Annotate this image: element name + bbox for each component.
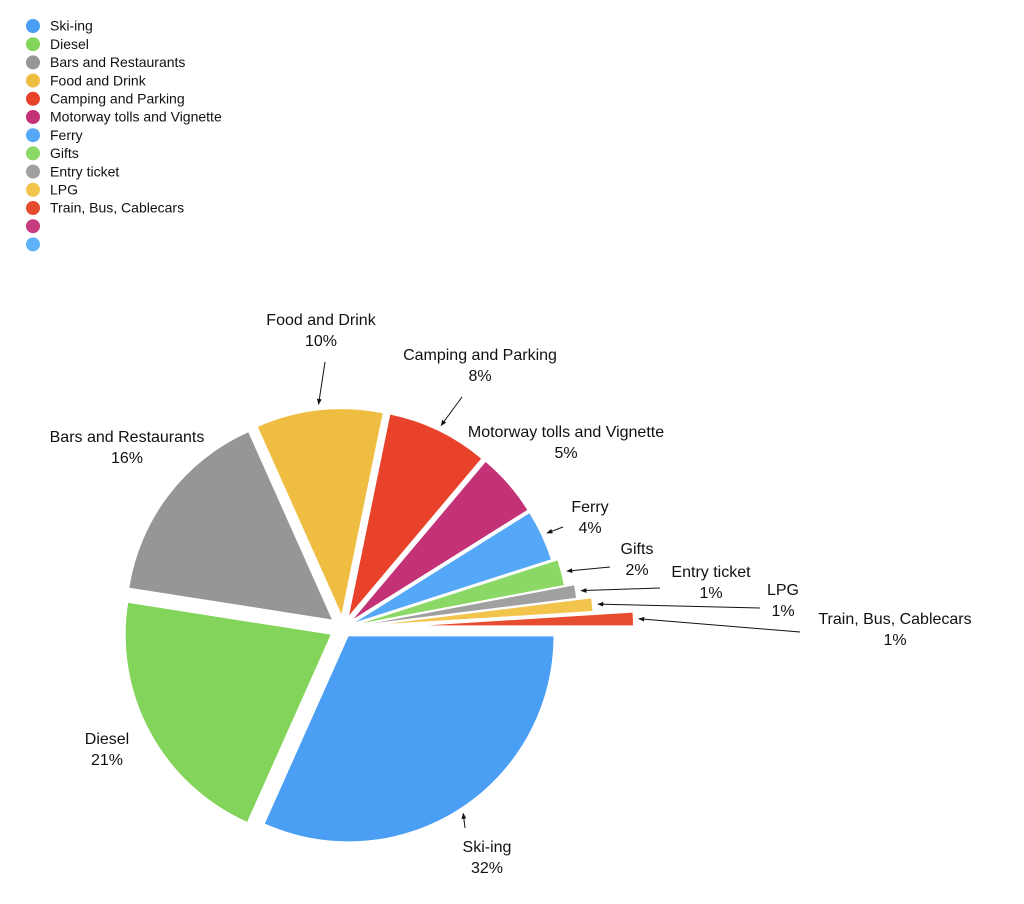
slice-label: Gifts — [621, 541, 654, 558]
pie-slice — [372, 585, 577, 624]
slice-label: Camping and Parking — [403, 347, 557, 364]
slice-value-label: 2% — [625, 562, 648, 579]
legend-label: LPG — [50, 182, 78, 198]
legend-swatch — [26, 55, 40, 70]
legend-label: Entry ticket — [50, 163, 119, 179]
slice-label: Entry ticket — [671, 564, 751, 581]
legend-swatch — [26, 110, 40, 124]
legend-swatch — [26, 201, 40, 215]
slice-label: Ferry — [571, 499, 608, 516]
legend-swatch — [26, 146, 40, 161]
slice-value-label: 8% — [468, 368, 491, 385]
legend-swatch — [26, 128, 40, 143]
legend-label: Ferry — [50, 127, 83, 143]
slice-label: Diesel — [85, 731, 129, 748]
legend-label: Diesel — [50, 36, 89, 52]
legend-swatch — [26, 19, 40, 33]
slice-value-label: 1% — [771, 603, 794, 620]
legend-swatch — [26, 37, 40, 52]
slice-value-label: 4% — [578, 520, 601, 537]
pie-slice — [129, 432, 332, 620]
slice-value-label: 32% — [471, 860, 503, 877]
leader-line — [638, 616, 801, 633]
slice-label: LPG — [767, 582, 799, 599]
leader-line — [580, 587, 661, 593]
slice-value-label: 1% — [699, 585, 722, 602]
legend-swatch — [26, 219, 40, 234]
leader-line — [440, 396, 463, 426]
legend-label: Gifts — [50, 145, 79, 161]
pie-slice — [362, 560, 564, 624]
pie-slice — [264, 636, 554, 842]
leader-line — [461, 812, 467, 829]
slice-value-label: 21% — [91, 752, 123, 769]
legend-swatch — [26, 91, 40, 106]
legend-swatch — [26, 237, 40, 252]
slice-label: Bars and Restaurants — [50, 429, 205, 446]
slice-label: Ski-ing — [463, 839, 512, 856]
legend-label: Ski-ing — [50, 18, 93, 34]
slice-label: Food and Drink — [266, 312, 376, 329]
leader-line — [316, 361, 326, 405]
pie-slice — [355, 513, 551, 623]
legend-label: Train, Bus, Cablecars — [50, 200, 184, 216]
pie-slice — [125, 602, 331, 822]
legend-label: Motorway tolls and Vignette — [50, 109, 222, 125]
legend-label: Bars and Restaurants — [50, 54, 185, 70]
legend-swatch — [26, 73, 40, 88]
pie-slice — [427, 612, 633, 626]
legend-label: Food and Drink — [50, 72, 147, 88]
slice-label: Motorway tolls and Vignette — [468, 424, 664, 441]
pie-slice — [257, 409, 383, 615]
pie-slice — [387, 598, 593, 624]
legend-swatch — [26, 182, 40, 197]
legend-label: Camping and Parking — [50, 91, 185, 107]
pie-slice — [349, 414, 482, 616]
slice-value-label: 16% — [111, 450, 143, 467]
slice-value-label: 5% — [554, 445, 577, 462]
legend-swatch — [26, 164, 40, 179]
slice-value-label: 1% — [883, 632, 906, 649]
slice-label: Train, Bus, Cablecars — [818, 611, 971, 628]
leader-line — [566, 566, 611, 573]
leader-line — [597, 601, 761, 609]
slice-value-label: 10% — [305, 333, 337, 350]
pie-slice — [353, 462, 528, 619]
leader-line — [546, 526, 564, 534]
